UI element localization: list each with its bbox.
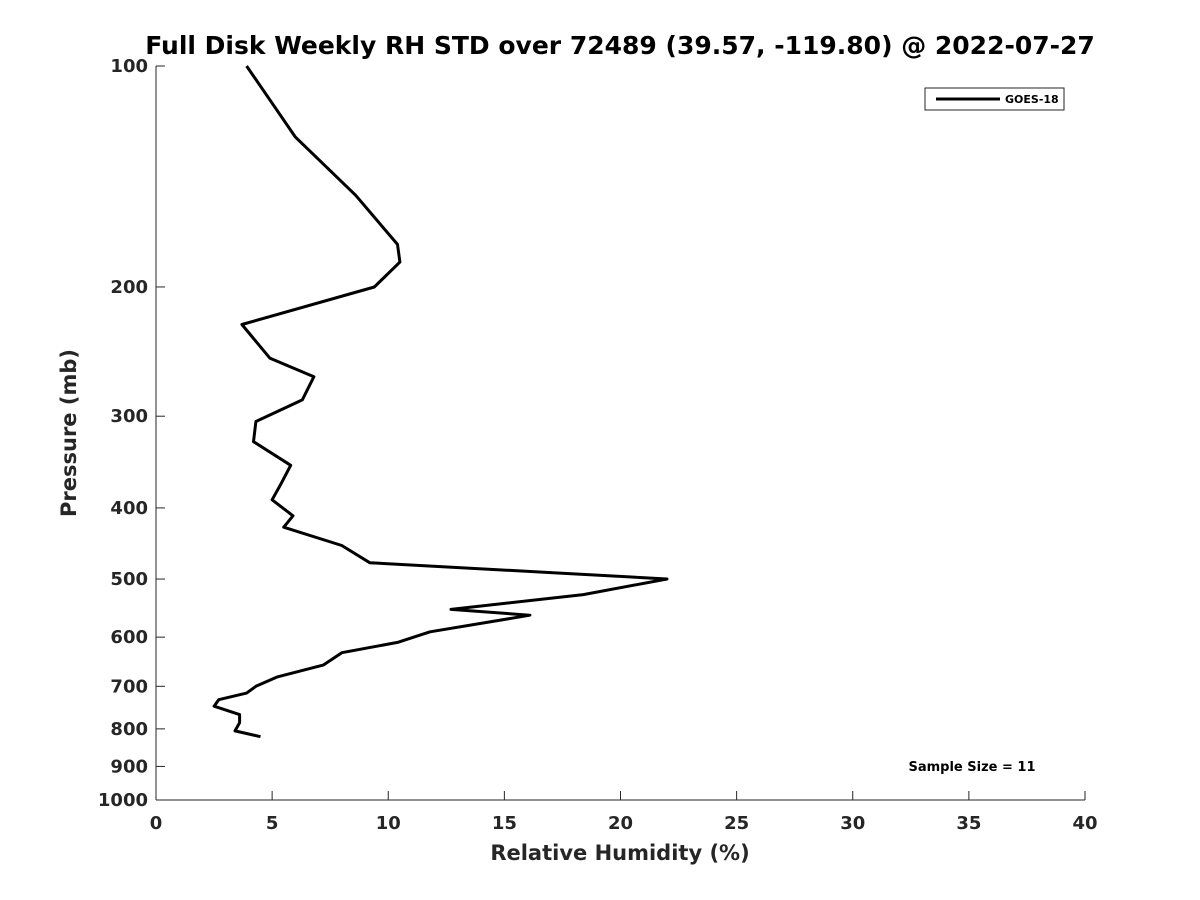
- plot-area: [156, 66, 1085, 800]
- x-tick-label: 0: [150, 813, 163, 834]
- x-tick-label: 20: [608, 813, 633, 834]
- legend: GOES-18: [924, 87, 1065, 111]
- x-tick-label: 15: [492, 813, 517, 834]
- y-tick-label: 700: [110, 676, 148, 697]
- x-tick-label: 35: [956, 813, 981, 834]
- y-tick-label: 800: [110, 719, 148, 740]
- x-tick-label: 30: [840, 813, 865, 834]
- y-tick-label: 900: [110, 756, 148, 777]
- y-tick-label: 300: [110, 406, 148, 427]
- chart-title: Full Disk Weekly RH STD over 72489 (39.5…: [145, 31, 1095, 60]
- x-tick-label: 10: [376, 813, 401, 834]
- y-axis-label: Pressure (mb): [57, 349, 81, 517]
- x-tick-label: 5: [266, 813, 279, 834]
- series-group: [212, 65, 669, 739]
- y-axis-ticks: 100 200 300 400 500 600 700 800 900 1000: [98, 56, 165, 811]
- y-tick-label: 200: [110, 277, 148, 298]
- legend-label-goes-18: GOES-18: [1005, 93, 1059, 106]
- sample-size-annotation: Sample Size = 11: [908, 760, 1035, 775]
- series-line-goes-18: [212, 65, 669, 739]
- y-tick-label: 600: [110, 627, 148, 648]
- y-tick-label: 400: [110, 498, 148, 519]
- y-tick-label: 500: [110, 569, 148, 590]
- y-tick-label: 100: [110, 56, 148, 77]
- x-axis-label: Relative Humidity (%): [490, 841, 749, 865]
- x-tick-label: 40: [1072, 813, 1097, 834]
- x-axis-ticks: 0 5 10 15 20 25 30 35 40: [150, 791, 1098, 834]
- x-tick-label: 25: [724, 813, 749, 834]
- y-tick-label: 1000: [98, 790, 148, 811]
